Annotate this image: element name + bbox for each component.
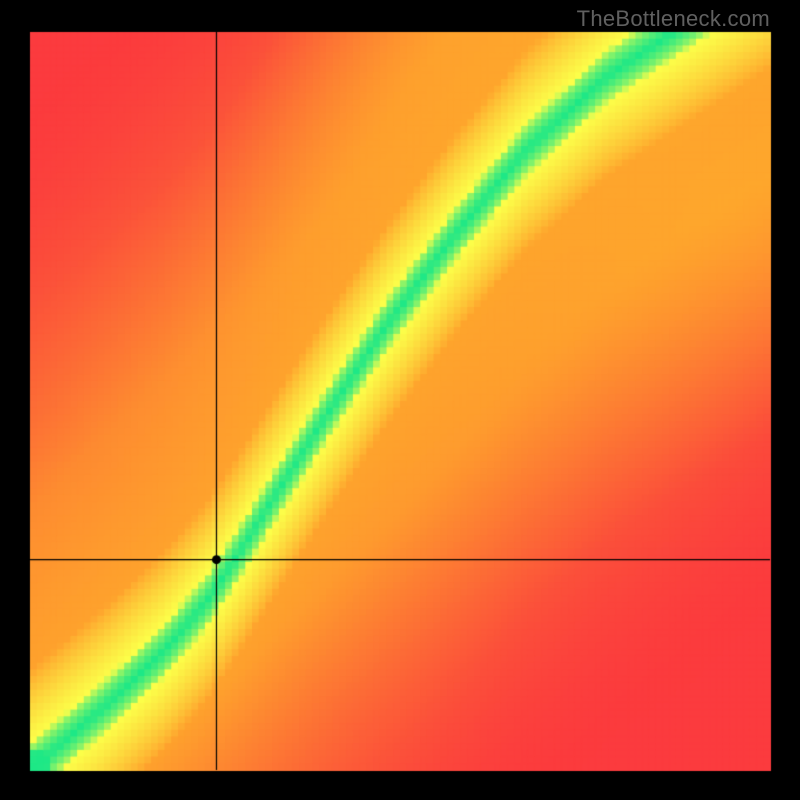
bottleneck-heatmap: [0, 0, 800, 800]
watermark-text: TheBottleneck.com: [577, 6, 770, 32]
chart-container: TheBottleneck.com: [0, 0, 800, 800]
